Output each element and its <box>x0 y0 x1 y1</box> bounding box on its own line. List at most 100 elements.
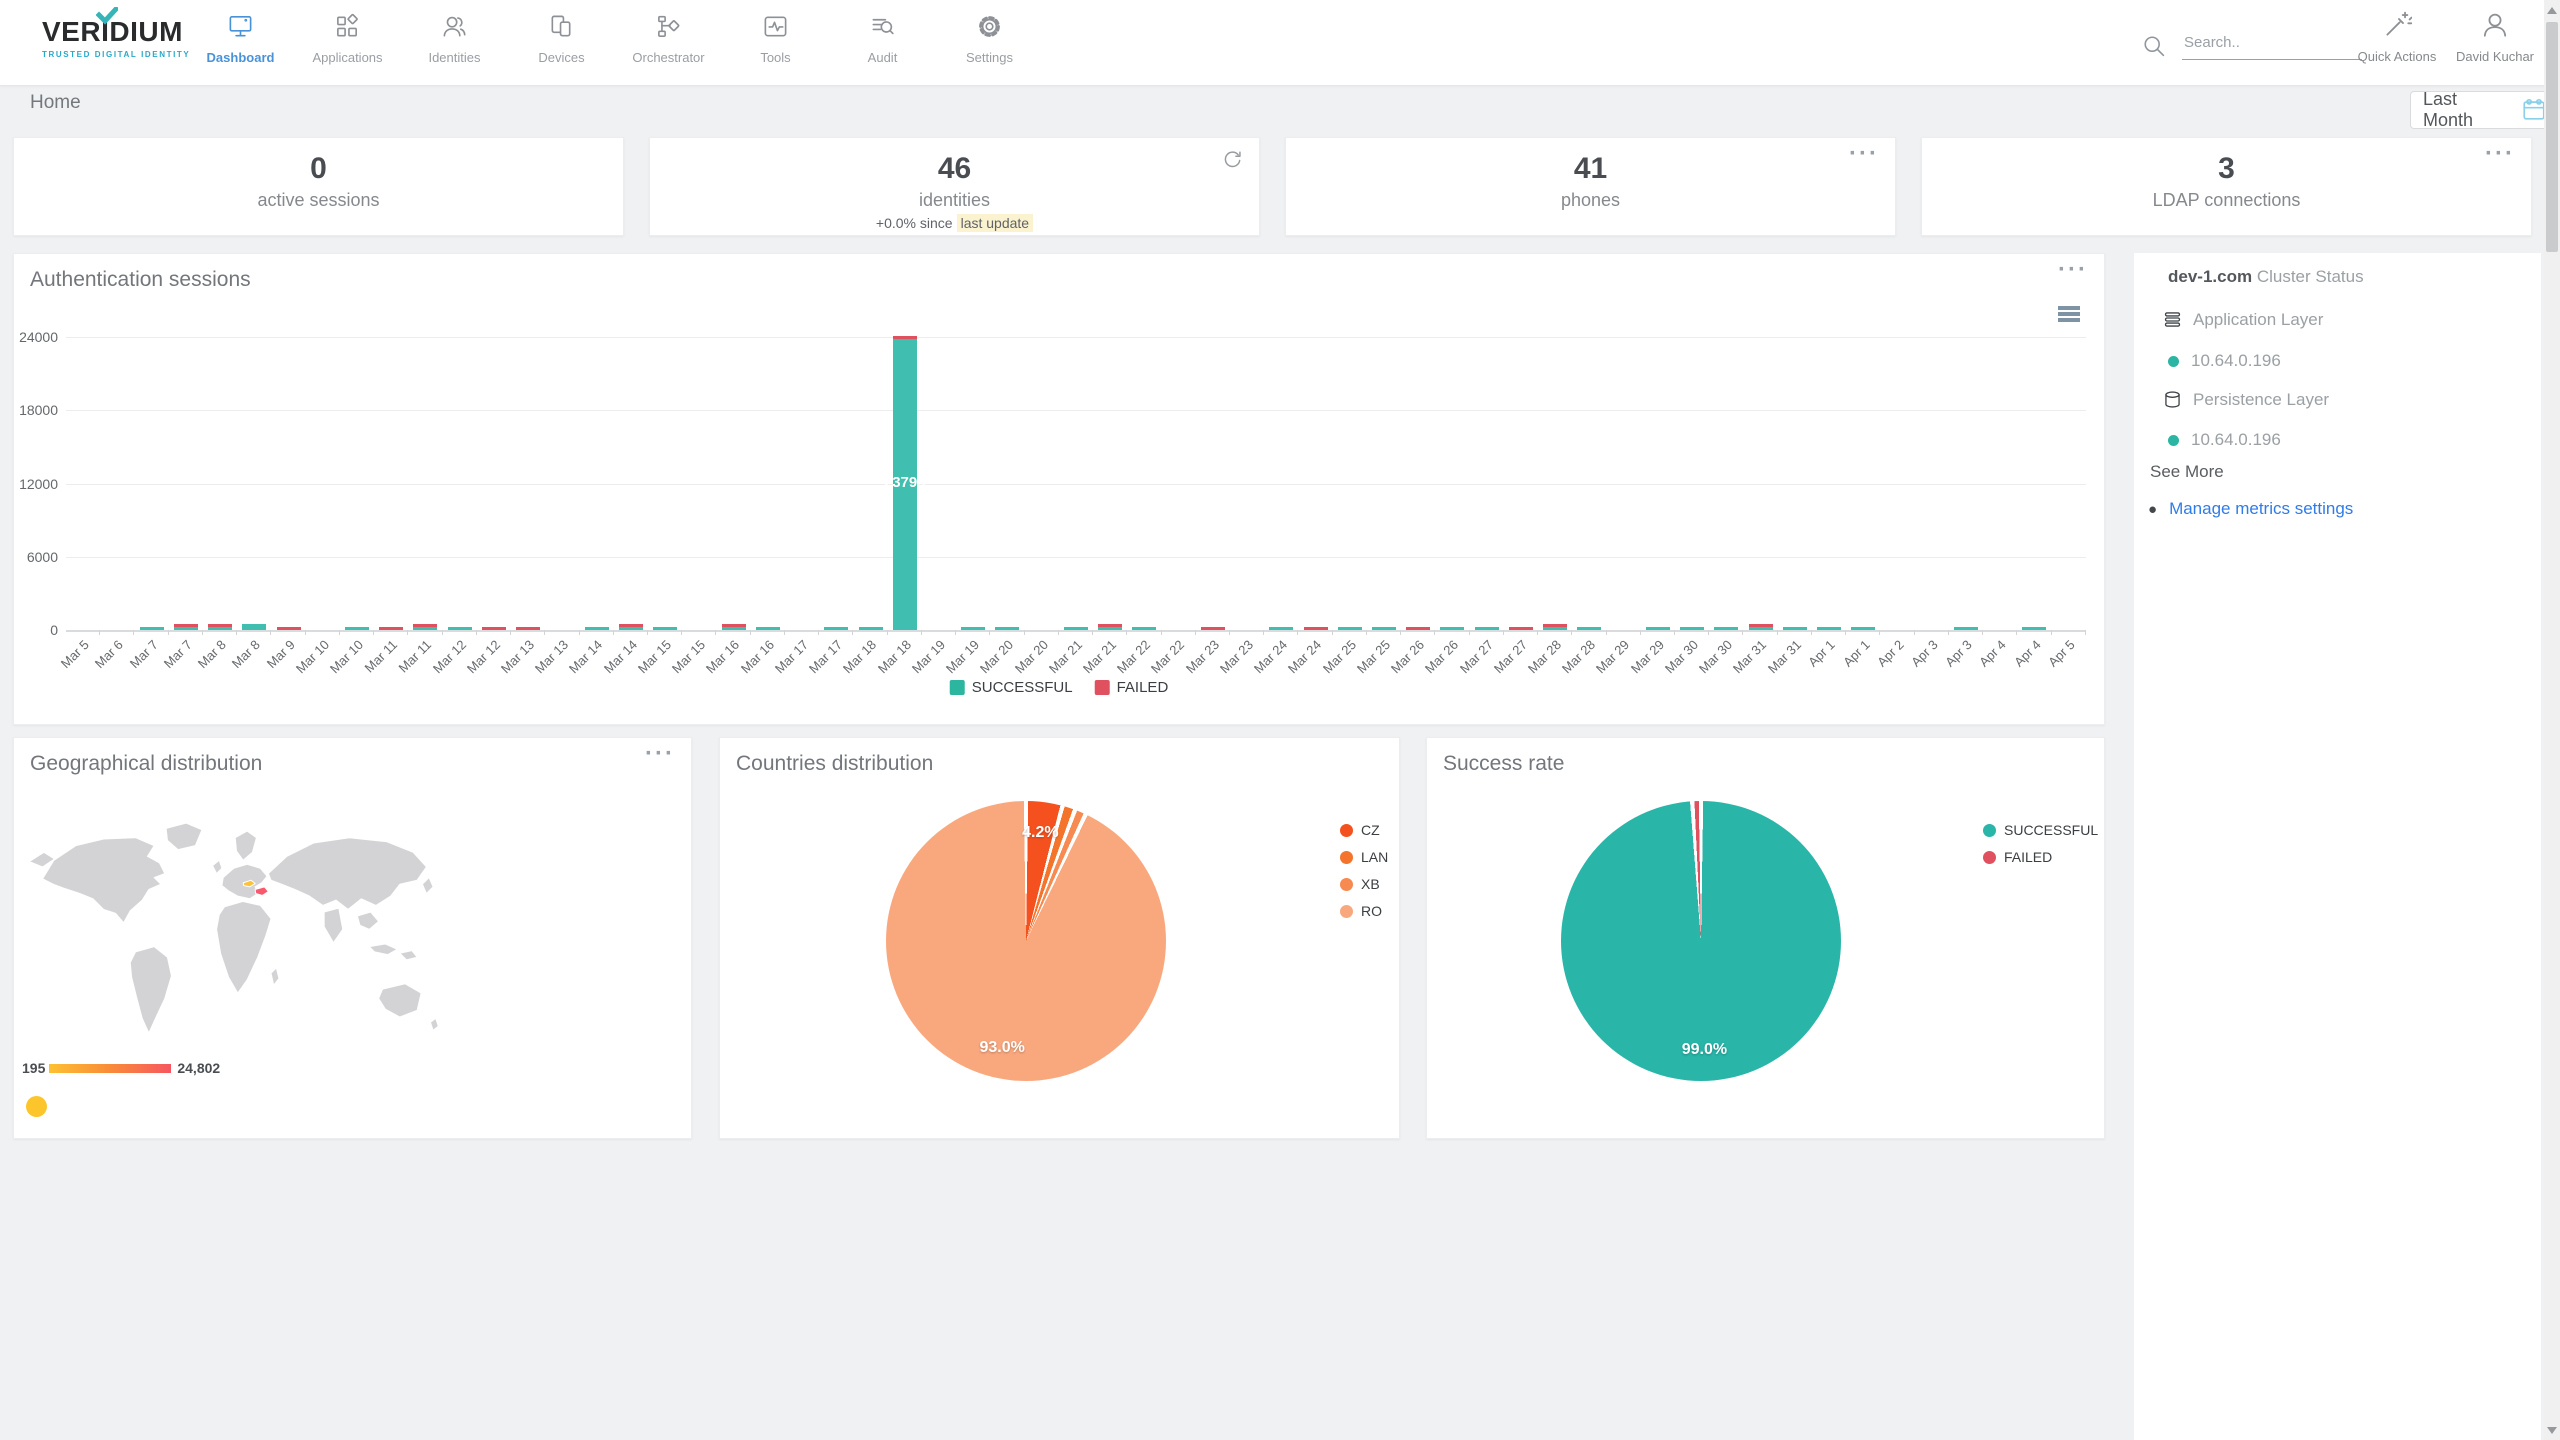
bar[interactable] <box>618 624 643 630</box>
bar[interactable] <box>858 627 883 630</box>
node-status-dot <box>2168 355 2179 367</box>
veridium-logo[interactable]: VERIDIUM TRUSTED DIGITAL IDENTITY <box>42 7 190 59</box>
quick-actions-button[interactable]: Quick Actions <box>2352 10 2442 64</box>
scroll-down-arrow-icon[interactable] <box>2544 1422 2560 1438</box>
vertical-scrollbar[interactable] <box>2544 0 2560 1440</box>
bar[interactable] <box>1440 627 1465 630</box>
x-axis-tick-label: Mar 21 <box>1079 637 1120 677</box>
bar[interactable] <box>1269 627 1294 630</box>
manage-metrics-link[interactable]: Manage metrics settings <box>2169 499 2354 518</box>
scrollbar-thumb[interactable] <box>2546 22 2558 252</box>
bar[interactable] <box>653 627 678 630</box>
world-map[interactable] <box>24 798 449 1066</box>
legend-label: SUCCESSFUL <box>2004 822 2099 838</box>
bar[interactable] <box>1337 627 1362 630</box>
bar[interactable] <box>1406 627 1431 630</box>
legend-item-xb[interactable]: XB <box>1340 876 1388 892</box>
delta-highlight: last update <box>956 214 1034 232</box>
legend-item-lan[interactable]: LAN <box>1340 849 1388 865</box>
ellipsis-menu-icon[interactable]: ··· <box>645 740 675 767</box>
bar[interactable] <box>1543 624 1568 630</box>
bar[interactable] <box>961 627 986 630</box>
breadcrumb-home[interactable]: Home <box>30 92 81 113</box>
bar[interactable] <box>481 627 506 630</box>
bar-segment-successful <box>618 627 643 630</box>
bar-segment-failed <box>1748 624 1773 627</box>
chart-menu-icon[interactable] <box>2058 306 2080 324</box>
bar[interactable] <box>995 627 1020 630</box>
bar[interactable] <box>1474 627 1499 630</box>
bar[interactable] <box>139 626 164 630</box>
x-axis-tick-label: Mar 7 <box>126 637 161 672</box>
bar[interactable] <box>1132 627 1157 630</box>
chart-title: Success rate <box>1443 752 1565 775</box>
bar[interactable] <box>1200 627 1225 630</box>
bar[interactable] <box>584 627 609 630</box>
user-menu[interactable]: David Kuchar <box>2450 10 2540 64</box>
bar[interactable] <box>721 624 746 630</box>
ellipsis-menu-icon[interactable]: ··· <box>2485 140 2515 167</box>
legend-item-successful[interactable]: SUCCESSFUL <box>949 679 1073 696</box>
nav-item-identities[interactable]: Identities <box>401 0 508 85</box>
bar[interactable] <box>1303 627 1328 630</box>
bar[interactable] <box>755 627 780 630</box>
bar-slot: Mar 23 <box>1183 337 1231 676</box>
countries_distribution-pie[interactable] <box>886 801 1166 1081</box>
bar-slot: Mar 19 <box>943 337 991 676</box>
bar[interactable] <box>1577 627 1602 630</box>
bar[interactable] <box>1782 627 1807 630</box>
legend-item-cz[interactable]: CZ <box>1340 822 1388 838</box>
bar[interactable] <box>1372 627 1397 630</box>
bar[interactable] <box>1680 626 1705 630</box>
x-axis-tick-label: Mar 31 <box>1730 637 1770 677</box>
legend-item-failed[interactable]: FAILED <box>1094 679 1168 696</box>
bar[interactable] <box>1098 624 1123 630</box>
bar[interactable] <box>447 627 472 630</box>
bar[interactable] <box>208 624 233 630</box>
bar[interactable] <box>2022 627 2047 630</box>
nav-item-orchestrator[interactable]: Orchestrator <box>615 0 722 85</box>
cluster-node-row: 10.64.0.196 <box>2168 430 2281 450</box>
nav-item-settings[interactable]: Settings <box>936 0 1043 85</box>
bar[interactable] <box>1817 627 1842 630</box>
bar[interactable] <box>892 336 917 630</box>
x-axis-tick-label: Apr 3 <box>1908 637 1941 670</box>
scroll-up-arrow-icon[interactable] <box>2544 2 2560 18</box>
nav-item-audit[interactable]: Audit <box>829 0 936 85</box>
bar[interactable] <box>242 624 267 630</box>
bar[interactable] <box>1714 627 1739 630</box>
period-selector-button[interactable]: Last Month <box>2410 89 2560 130</box>
bar[interactable] <box>1851 627 1876 630</box>
bar[interactable] <box>276 626 301 630</box>
ellipsis-menu-icon[interactable]: ··· <box>2058 256 2088 283</box>
legend-item-ro[interactable]: RO <box>1340 903 1388 919</box>
nav-item-dashboard[interactable]: Dashboard <box>187 0 294 85</box>
x-axis-tick-label: Mar 31 <box>1764 637 1804 677</box>
bar[interactable] <box>516 627 541 630</box>
nav-item-devices[interactable]: Devices <box>508 0 615 85</box>
bar[interactable] <box>173 624 198 630</box>
bar-slot: Mar 6 <box>92 337 135 671</box>
nav-item-tools[interactable]: Tools <box>722 0 829 85</box>
bar-slot: Mar 29 <box>1593 337 1642 676</box>
see-more-link[interactable]: See More <box>2150 462 2224 481</box>
bar[interactable] <box>379 627 404 630</box>
bar[interactable] <box>1954 627 1978 630</box>
refresh-icon[interactable] <box>1222 150 1243 171</box>
search-input[interactable] <box>2182 30 2362 60</box>
success_rate-pie[interactable] <box>1561 801 1841 1081</box>
map-marker-legend[interactable] <box>26 1096 47 1117</box>
bar[interactable] <box>824 627 849 630</box>
bar[interactable] <box>413 624 438 630</box>
legend-item-successful[interactable]: SUCCESSFUL <box>1983 822 2098 838</box>
bar[interactable] <box>1508 627 1533 630</box>
bar[interactable] <box>1645 627 1670 630</box>
legend-item-failed[interactable]: FAILED <box>1983 849 2098 865</box>
x-axis-tick-label: Mar 25 <box>1319 637 1359 677</box>
bar[interactable] <box>1063 627 1088 630</box>
bar[interactable] <box>1748 624 1773 630</box>
nav-item-applications[interactable]: Applications <box>294 0 401 85</box>
ellipsis-menu-icon[interactable]: ··· <box>1849 140 1879 167</box>
bar-slot: Mar 16 <box>737 337 786 676</box>
bar[interactable] <box>344 627 369 630</box>
